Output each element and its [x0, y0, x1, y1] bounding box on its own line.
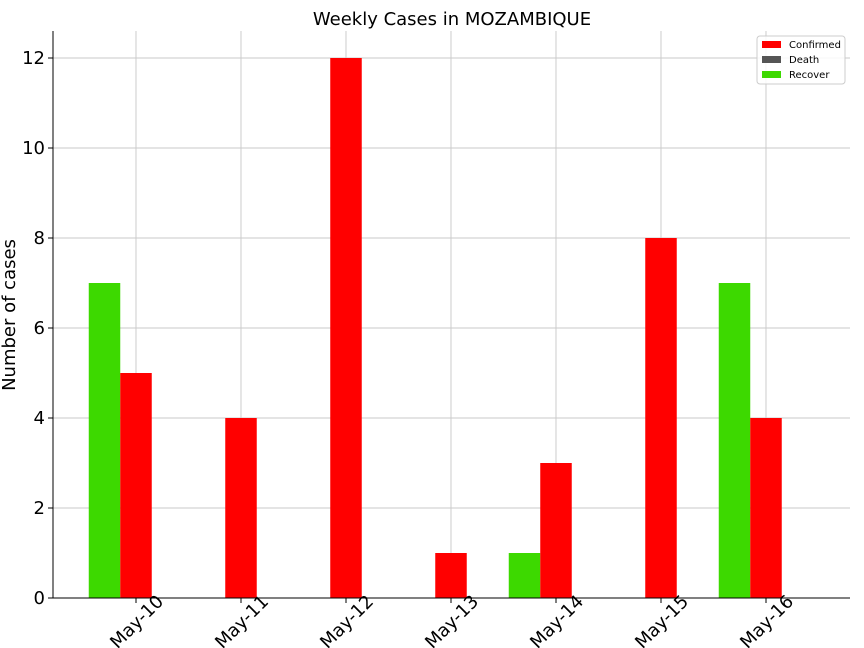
chart-title: Weekly Cases in MOZAMBIQUE	[313, 9, 591, 30]
y-tick-label: 0	[34, 588, 45, 609]
legend-swatch-death	[762, 56, 781, 63]
x-tick-label: May-15	[631, 591, 693, 648]
bar-confirmed	[540, 463, 572, 598]
bar-confirmed	[750, 418, 782, 598]
bar-recover	[508, 553, 541, 598]
x-tick-label: May-14	[526, 591, 588, 648]
x-tick-label: May-13	[421, 591, 483, 648]
bars	[88, 58, 782, 598]
legend-swatch-confirmed	[762, 41, 781, 48]
y-axis-label: Number of cases	[0, 239, 20, 391]
x-tick-label: May-11	[211, 591, 273, 648]
legend-label-confirmed: Confirmed	[789, 40, 841, 51]
axes	[48, 31, 850, 603]
bar-confirmed	[645, 238, 677, 598]
y-tick-label: 6	[34, 318, 45, 339]
y-tick-label: 8	[34, 228, 45, 249]
legend-label-death: Death	[789, 55, 819, 66]
legend-swatch-recover	[762, 71, 781, 78]
x-tick-label: May-16	[736, 591, 798, 648]
legend: Confirmed Death Recover	[756, 35, 846, 85]
y-tick-label: 12	[22, 48, 45, 69]
bar-confirmed	[225, 418, 257, 598]
bar-recover	[718, 283, 751, 598]
bar-confirmed	[435, 553, 467, 598]
bar-confirmed	[330, 58, 362, 598]
bar-recover	[88, 283, 121, 598]
legend-label-recover: Recover	[789, 70, 830, 81]
x-tick-label: May-10	[106, 591, 168, 648]
bar-confirmed	[120, 373, 152, 598]
x-tick-label: May-12	[316, 591, 378, 648]
y-tick-label: 2	[34, 498, 45, 519]
y-tick-label: 4	[34, 408, 45, 429]
y-tick-label: 10	[22, 138, 45, 159]
